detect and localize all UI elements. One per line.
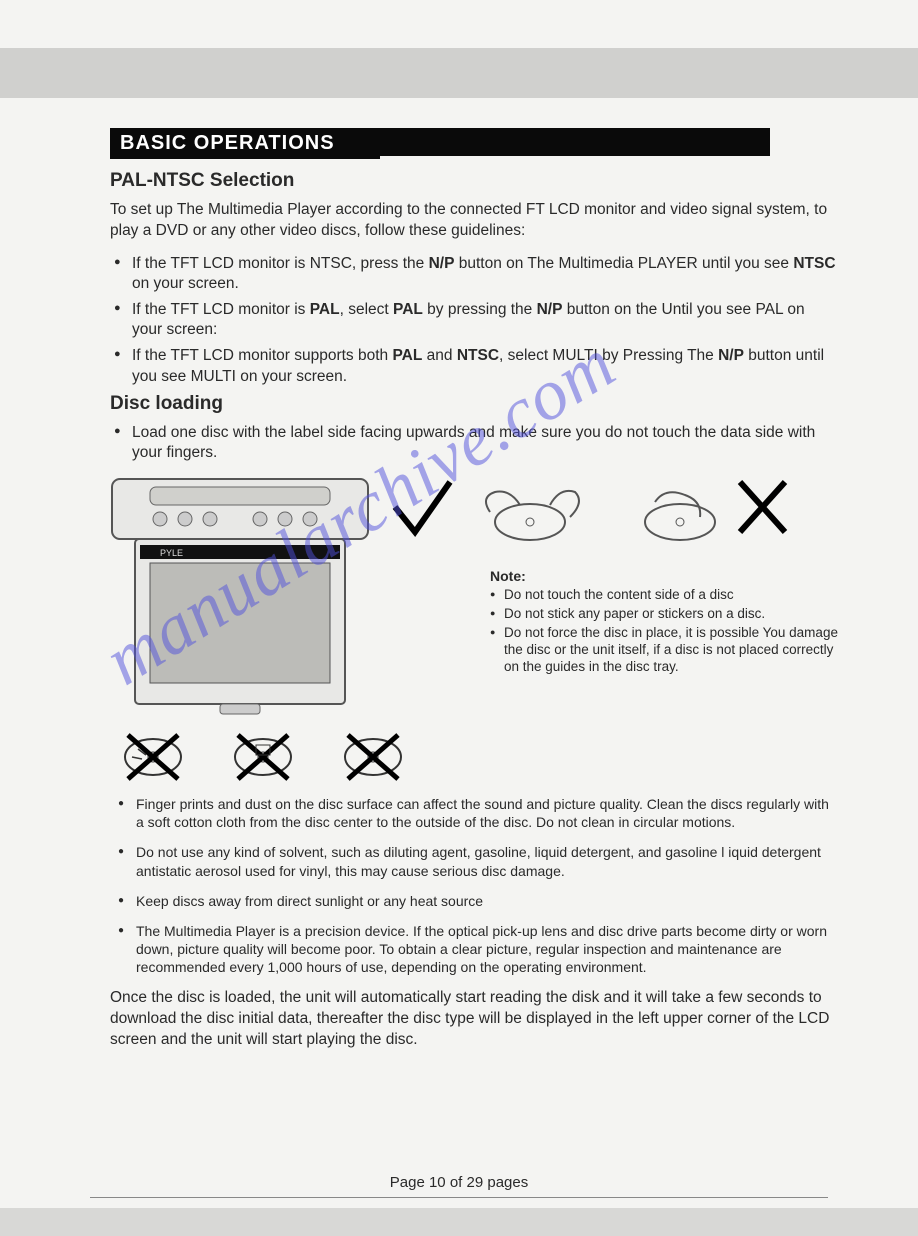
note-item: Do not force the disc in place, it is po… [490,625,838,676]
section-header-bar: BASIC OPERATIONS [110,128,770,156]
crossed-disc-icon [228,727,298,787]
closing-paragraph: Once the disc is loaded, the unit will a… [110,988,838,1051]
bottom-gray-bar [0,1208,918,1236]
top-gray-bar [0,48,918,98]
care-item: The Multimedia Player is a precision dev… [114,922,838,977]
care-item: Do not use any kind of solvent, such as … [114,843,838,879]
page-footer: Page 10 of 29 pages [0,1174,918,1198]
page-number: Page 10 of 29 pages [0,1174,918,1197]
page-content: BASIC OPERATIONS PAL-NTSC Selection To s… [0,98,918,1051]
crossed-disc-icon [118,727,188,787]
care-item: Keep discs away from direct sunlight or … [114,892,838,910]
diagram-row: PYLE Note: [110,477,838,717]
crossed-disc-icon [338,727,408,787]
disc-loading-list: Load one disc with the label side facing… [110,423,838,463]
section-title: BASIC OPERATIONS [110,128,380,159]
pal-ntsc-item: If the TFT LCD monitor is NTSC, press th… [114,254,838,294]
pal-ntsc-item: If the TFT LCD monitor supports both PAL… [114,346,838,386]
care-list: Finger prints and dust on the disc surfa… [110,795,838,977]
svg-text:PYLE: PYLE [160,548,183,558]
disc-handling-illustration [390,477,790,557]
pal-ntsc-list: If the TFT LCD monitor is NTSC, press th… [110,254,838,387]
pal-ntsc-heading: PAL-NTSC Selection [110,170,838,192]
disc-hands-column: Note: Do not touch the content side of a… [390,477,838,678]
pal-ntsc-intro: To set up The Multimedia Player accordin… [110,200,838,242]
footer-divider [90,1197,828,1198]
disc-x-row [118,727,838,787]
disc-loading-item: Load one disc with the label side facing… [114,423,838,463]
pal-ntsc-item: If the TFT LCD monitor is PAL, select PA… [114,300,838,340]
device-illustration: PYLE [110,477,370,717]
note-box: Note: Do not touch the content side of a… [490,562,838,676]
care-item: Finger prints and dust on the disc surfa… [114,795,838,831]
disc-loading-heading: Disc loading [110,393,838,415]
note-item: Do not touch the content side of a disc [490,587,838,604]
note-title: Note: [490,568,838,586]
note-list: Do not touch the content side of a disc … [490,587,838,675]
note-item: Do not stick any paper or stickers on a … [490,606,838,623]
